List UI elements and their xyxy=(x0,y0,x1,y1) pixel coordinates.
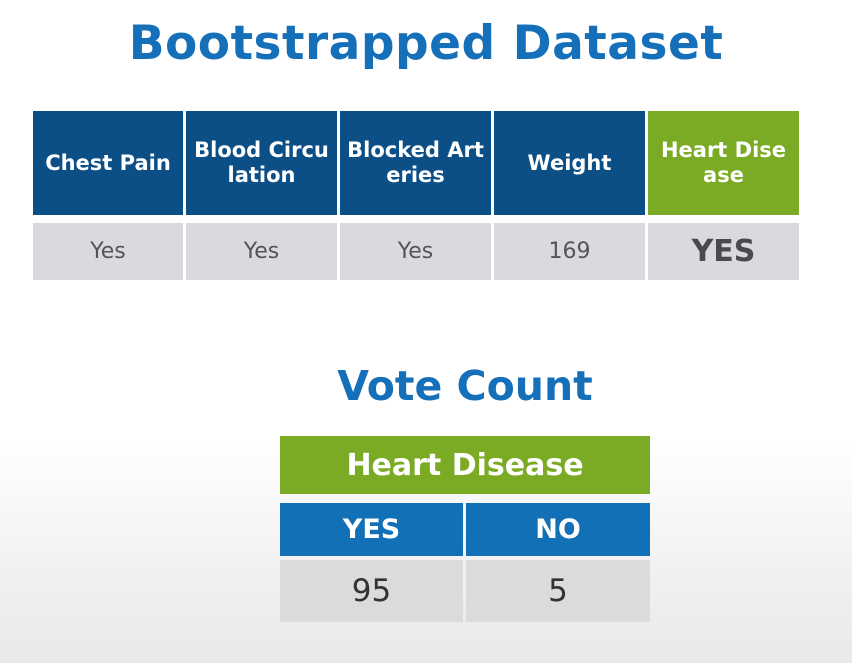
vote-count-title: Vote Count xyxy=(337,362,593,410)
value-blocked-arteries: Yes xyxy=(340,223,491,280)
header-heart-disease: Heart Disease xyxy=(648,111,799,215)
header-weight: Weight xyxy=(494,111,645,215)
page-title: Bootstrapped Dataset xyxy=(128,16,724,71)
vote-column-no: NO xyxy=(466,503,650,556)
value-weight: 169 xyxy=(494,223,645,280)
value-chest-pain: Yes xyxy=(33,223,183,280)
vote-count-no: 5 xyxy=(466,560,650,622)
header-chest-pain: Chest Pain xyxy=(33,111,183,215)
value-heart-disease: YES xyxy=(648,223,799,280)
vote-count-yes: 95 xyxy=(280,560,463,622)
header-blocked-arteries: Blocked Arteries xyxy=(340,111,491,215)
value-blood-circulation: Yes xyxy=(186,223,337,280)
vote-header-heart-disease: Heart Disease xyxy=(280,436,650,494)
header-blood-circulation: Blood Circulation xyxy=(186,111,337,215)
vote-column-yes: YES xyxy=(280,503,463,556)
